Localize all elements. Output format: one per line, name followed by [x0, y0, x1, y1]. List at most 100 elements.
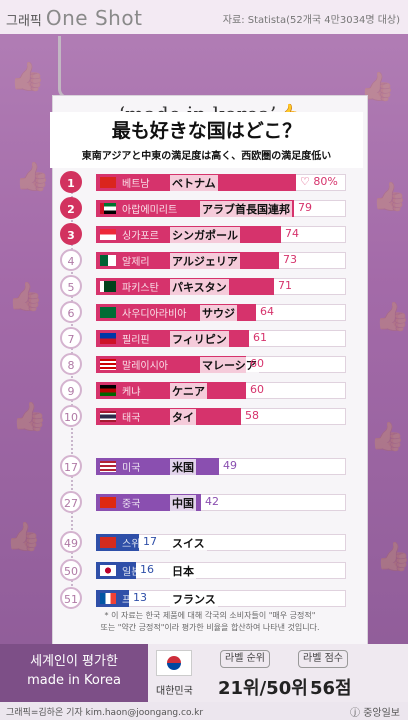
ranking-row: 8 말레이시아 マレーシア 60 [60, 353, 360, 376]
value-label: 60 [250, 357, 264, 370]
flag-fr-icon [100, 593, 116, 604]
country-name-kr: 베트남 [122, 179, 150, 190]
bar-th [96, 408, 241, 425]
country-name-jp: 日本 [170, 563, 196, 579]
summary-footer: 세계인이 평가한 made in Korea 대한민국 라벨 순위 라벨 점수 … [0, 644, 408, 702]
footer-title-line-2: made in Korea [27, 673, 121, 688]
flag-vn-icon [100, 177, 116, 188]
country-name-jp: ベトナム [170, 175, 218, 191]
ranking-row: 9 케냐 ケニア 60 [60, 379, 360, 402]
ranking-row: 5 파키스탄 パキスタン 71 [60, 275, 360, 298]
flag-cn-icon [100, 497, 116, 508]
ranking-row: 27 중국 中国 42 [60, 491, 360, 514]
ranking-row: 49 스위스 スイス 17 [60, 531, 360, 554]
flag-sg-icon [100, 229, 116, 240]
country-name-kr: 미국 [122, 463, 141, 474]
footer-title: 세계인이 평가한 made in Korea [0, 644, 148, 702]
country-name-kr: 아랍에미리트 [122, 205, 178, 216]
country-name-jp: アルジェリア [170, 253, 240, 269]
footer-title-line-1: 세계인이 평가한 [30, 654, 118, 669]
rank-value: 21위/50위 [218, 678, 308, 699]
value-label: 79 [298, 201, 312, 214]
country-name-kr: 케냐 [122, 387, 141, 398]
flag-my-icon [100, 359, 116, 370]
value-label: 64 [260, 305, 274, 318]
ranking-row: 1 베트남 ベトナム ♡ 80% [60, 171, 360, 194]
rank-badge: 4 [60, 249, 82, 271]
value-label: 17 [143, 535, 157, 548]
ranking-row: 6 사우디아라비아 サウジ 64 [60, 301, 360, 324]
value-label: 58 [245, 409, 259, 422]
footnote-line-1: * 이 자료는 한국 제품에 대해 각국의 소비자들이 "매우 긍정적" [104, 611, 316, 620]
country-name-kr: 파키스탄 [122, 283, 159, 294]
label-score-badge: 라벨 점수 [298, 650, 348, 668]
country-name-kr: 사우디아라비아 [122, 309, 187, 320]
rank-badge: 5 [60, 275, 82, 297]
ranking-row: 10 태국 タイ 58 [60, 405, 360, 428]
top-bar: 그래픽 One Shot 자료: Statista(52개국 4만3034명 대상… [0, 0, 408, 34]
value-label: 71 [278, 279, 292, 292]
flag-dz-icon [100, 255, 116, 266]
value-label: 49 [223, 459, 237, 472]
country-name-jp: シンガポール [170, 227, 240, 243]
korea-summary: 대한민국 라벨 순위 라벨 점수 21위/50위 56점 [148, 644, 408, 702]
country-name-jp: アラブ首長国連邦 [200, 201, 292, 217]
rank-badge: 7 [60, 327, 82, 349]
country-name-jp: マレーシア [200, 357, 259, 373]
ranking-row: 51 프랑스 フランス 13 [60, 587, 360, 610]
ranking-row: 3 싱가포르 シンガポール 74 [60, 223, 360, 246]
label-rank-badge: 라벨 순위 [220, 650, 270, 668]
country-name-jp: フィリピン [170, 331, 229, 347]
value-label: 60 [250, 383, 264, 396]
headline-box: 最も好きな国はどこ？ 東南アジアと中東の満足度は高く、西欧圏の満足度低い [50, 112, 363, 168]
flag-ch-icon [100, 537, 116, 548]
rank-badge: 9 [60, 379, 82, 401]
flag-ae-icon [100, 203, 116, 214]
flag-sa-icon [100, 307, 116, 318]
country-name-kr: 일본 [122, 567, 141, 578]
hanger-hook [58, 36, 73, 99]
rank-badge: 2 [60, 197, 82, 219]
rank-badge: 49 [60, 531, 82, 553]
credit-bar: 그래픽=김하온 기자 kim.haon@joongang.co.kr ⓙ 중앙일… [0, 702, 408, 720]
value-label: ♡ 80% [300, 175, 338, 188]
rank-badge: 10 [60, 405, 82, 427]
value-label: 16 [140, 563, 154, 576]
footnote-line-2: 또는 "약간 긍정적"이라 평가한 비율을 합산하여 나타낸 것입니다. [100, 623, 320, 632]
country-name-kr: 스위스 [122, 539, 150, 550]
country-name-jp: 中国 [170, 495, 196, 511]
country-name-jp: 米国 [170, 459, 196, 475]
footnote: * 이 자료는 한국 제품에 대해 각국의 소비자들이 "매우 긍정적" 또는 … [60, 610, 360, 634]
rank-badge: 3 [60, 223, 82, 245]
flag-ph-icon [100, 333, 116, 344]
credit-text: 그래픽=김하온 기자 kim.haon@joongang.co.kr [6, 708, 204, 718]
country-name-jp: フランス [170, 591, 218, 607]
flag-jp-icon [100, 565, 116, 576]
ranking-row: 7 필리핀 フィリピン 61 [60, 327, 360, 350]
flag-ke-icon [100, 385, 116, 396]
country-name-kr: 싱가포르 [122, 231, 159, 242]
source-text: 자료: Statista(52개국 4만3034명 대상) [222, 15, 400, 26]
rank-badge: 8 [60, 353, 82, 375]
rank-badge: 51 [60, 587, 82, 609]
flag-pk-icon [100, 281, 116, 292]
publisher-logo: ⓙ 중앙일보 [350, 708, 400, 719]
flag-us-icon [100, 461, 116, 472]
rank-badge: 6 [60, 301, 82, 323]
rank-badge: 17 [60, 455, 82, 477]
country-name-kr: 필리핀 [122, 335, 150, 346]
value-label: 74 [285, 227, 299, 240]
country-name-jp: パキスタン [170, 279, 229, 295]
value-label: 73 [283, 253, 297, 266]
ranking-row: 2 아랍에미리트 アラブ首長国連邦 79 [60, 197, 360, 220]
rank-badge: 27 [60, 491, 82, 513]
ranking-row: 17 미국 米国 49 [60, 455, 360, 478]
rank-badge: 50 [60, 559, 82, 581]
ranking-row: 50 일본 日本 16 [60, 559, 360, 582]
headline: 最も好きな国はどこ？ [111, 120, 302, 142]
flag-th-icon [100, 411, 116, 422]
subhead: 東南アジアと中東の満足度は高く、西欧圏の満足度低い [81, 151, 332, 162]
country-name-kr: 말레이시아 [122, 361, 168, 372]
country-name-jp: ケニア [170, 383, 207, 399]
